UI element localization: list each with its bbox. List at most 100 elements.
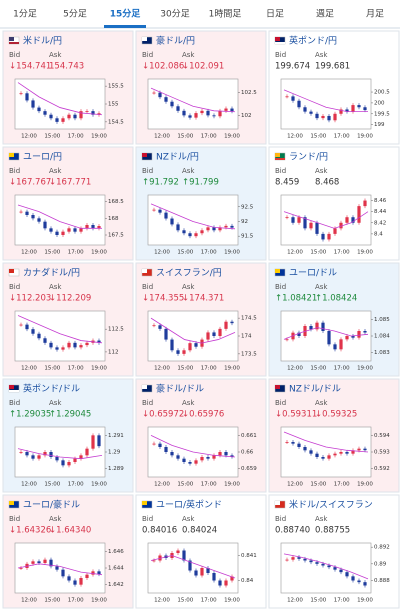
candle (25, 324, 29, 330)
candle (31, 100, 35, 108)
tab[interactable]: 15分足 (110, 8, 142, 20)
bid-value: 0.88740 (275, 526, 310, 536)
x-tick-label: 17:00 (68, 250, 84, 256)
y-tick-label: 1.29 (108, 450, 121, 456)
moving-average (150, 203, 236, 230)
candle (55, 457, 59, 461)
candle (91, 435, 95, 449)
candle (309, 111, 313, 114)
y-tick-label: 173.5 (241, 351, 257, 357)
x-tick-label: 17:00 (68, 482, 84, 488)
tab[interactable]: 1分足 (13, 9, 37, 20)
x-tick-label: 19:00 (91, 598, 107, 604)
candle (176, 106, 180, 111)
candle (31, 215, 35, 219)
candle (315, 562, 319, 564)
y-tick-label: 0.592 (374, 466, 390, 472)
flag-part (9, 390, 19, 392)
candle (43, 559, 47, 563)
candle (357, 206, 361, 223)
ask-label: Ask (315, 167, 328, 175)
candle (297, 332, 301, 336)
x-tick-label: 15:00 (44, 598, 60, 604)
tab[interactable]: 5分足 (63, 9, 87, 20)
tab[interactable]: 日足 (266, 9, 284, 20)
candle (363, 448, 367, 451)
flag-part (9, 269, 14, 273)
bid-value: ↓167.767 (9, 178, 51, 188)
candle (176, 224, 180, 231)
candle (79, 111, 83, 119)
chart-area (147, 310, 239, 362)
candle (25, 211, 29, 215)
flag-part (142, 37, 147, 41)
candle (182, 458, 186, 462)
candle (224, 225, 228, 228)
candle (309, 560, 313, 563)
y-tick-label: 199.5 (374, 111, 390, 117)
x-tick-label: 12:00 (21, 598, 37, 604)
x-tick-label: 19:00 (224, 598, 240, 604)
bid-label: Bid (142, 283, 153, 291)
x-tick-label: 17:00 (68, 134, 84, 140)
candle (55, 347, 59, 350)
candle (152, 209, 156, 211)
candle (218, 328, 222, 336)
candle (200, 457, 204, 461)
candle (37, 218, 41, 222)
pair-name: 米ドル/円 (23, 35, 62, 47)
candle (212, 227, 216, 231)
candle (194, 113, 198, 118)
candle (79, 228, 83, 232)
chart-area (280, 78, 372, 130)
candle (182, 230, 186, 234)
bid-label: Bid (142, 51, 153, 59)
bid-value: ↑1.08421 (275, 294, 317, 304)
tab[interactable]: 30分足 (160, 9, 189, 20)
candle (61, 569, 65, 577)
x-tick-label: 17:00 (334, 250, 350, 256)
candle (85, 111, 89, 112)
candle (212, 115, 216, 117)
y-tick-label: 0.661 (241, 433, 257, 439)
candle (67, 576, 71, 581)
moving-average (150, 317, 236, 344)
pair-name: 豪ドル/ドル (156, 383, 204, 395)
tab[interactable]: 1時間足 (209, 9, 242, 20)
x-tick-label: 19:00 (357, 366, 373, 372)
chart-area (147, 78, 239, 130)
pair-name: カナダドル/円 (23, 267, 80, 279)
candle (73, 228, 77, 232)
y-tick-label: 1.642 (108, 582, 124, 588)
pair-name: ユーロ/ドル (289, 269, 337, 279)
candle (303, 107, 307, 112)
tab[interactable]: 月足 (366, 9, 384, 20)
candle (85, 225, 89, 229)
candle (351, 217, 355, 223)
x-tick-label: 15:00 (44, 366, 60, 372)
candle (188, 560, 192, 571)
y-tick-label: 0.89 (374, 561, 387, 567)
candle (212, 455, 216, 459)
candle (182, 110, 186, 116)
bid-value: ↓102.086 (142, 62, 184, 72)
tab[interactable]: 週足 (316, 9, 334, 20)
y-tick-label: 92 (241, 219, 248, 225)
moving-average (150, 87, 236, 113)
candle (55, 118, 59, 122)
